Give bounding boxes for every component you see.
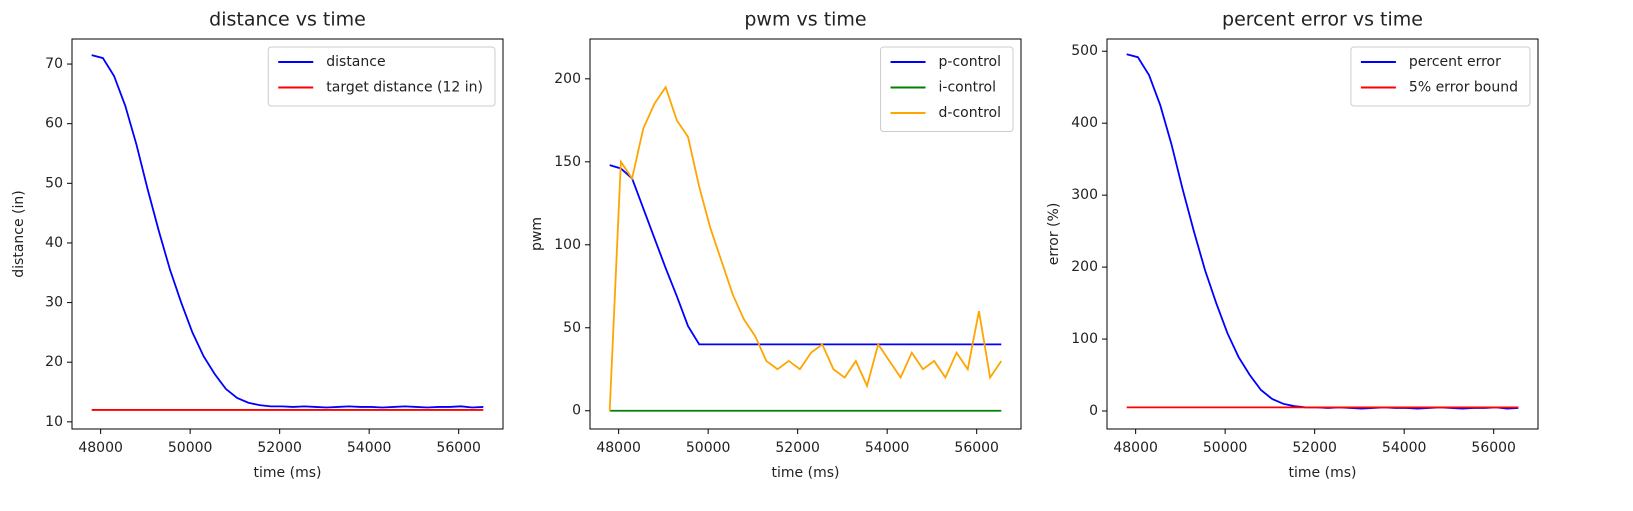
x-tick-label: 54000: [1382, 440, 1427, 456]
legend-label: percent error: [1409, 54, 1501, 70]
x-axis-label: time (ms): [254, 465, 322, 481]
y-tick-label: 400: [1071, 115, 1098, 131]
y-axis-label: error (%): [1046, 203, 1062, 266]
y-tick-label: 70: [45, 56, 63, 72]
legend-label: distance: [326, 54, 385, 70]
y-tick-label: 500: [1071, 43, 1098, 59]
legend-box: [880, 46, 1014, 132]
subplot: percent error vs time time (ms) error (%) 4…: [1046, 9, 1539, 481]
plot-frame: [71, 38, 504, 430]
x-tick-label: 50000: [168, 440, 213, 456]
x-tick-label: 50000: [1203, 440, 1248, 456]
y-tick-label: 150: [554, 154, 581, 170]
y-tick-label: 30: [45, 295, 63, 311]
x-tick-label: 52000: [257, 440, 302, 456]
legend-label: i-control: [939, 80, 996, 96]
data-line: [1126, 53, 1519, 410]
chart-title: distance vs time: [209, 9, 366, 31]
y-tick-label: 50: [563, 320, 581, 336]
y-tick-label: 0: [1089, 403, 1098, 419]
x-tick-label: 50000: [686, 440, 731, 456]
x-tick-label: 52000: [775, 440, 820, 456]
legend: distance target distance (12 in): [267, 46, 496, 107]
legend: percent error 5% error bound: [1350, 46, 1531, 107]
y-tick-label: 200: [1071, 259, 1098, 275]
subplot: pwm vs time time (ms) pwm 48000 50000 52000 54…: [529, 9, 1022, 481]
subplot: distance vs time time (ms) distance (in) 48…: [11, 9, 504, 481]
chart-title: percent error vs time: [1222, 9, 1423, 31]
legend-label: d-control: [939, 105, 1001, 121]
legend-label: 5% error bound: [1409, 80, 1518, 96]
data-line: [609, 164, 1002, 346]
y-tick-label: 60: [45, 116, 63, 132]
x-tick-label: 54000: [347, 440, 392, 456]
y-tick-label: 100: [1071, 331, 1098, 347]
data-line: [608, 85, 1003, 411]
x-tick-label: 48000: [78, 440, 123, 456]
data-line: [91, 54, 484, 409]
x-tick-label: 48000: [1113, 440, 1158, 456]
x-tick-label: 56000: [436, 440, 481, 456]
chart-title: pwm vs time: [744, 9, 866, 31]
x-tick-label: 54000: [865, 440, 910, 456]
x-axis-label: time (ms): [772, 465, 840, 481]
y-tick-label: 100: [554, 237, 581, 253]
legend: p-control i-control d-control: [880, 46, 1014, 132]
y-tick-label: 50: [45, 175, 63, 191]
y-tick-label: 300: [1071, 187, 1098, 203]
x-axis-label: time (ms): [1289, 465, 1357, 481]
x-tick-label: 52000: [1292, 440, 1337, 456]
plot-frame: [589, 38, 1022, 430]
y-axis-label: distance (in): [11, 190, 27, 277]
plot-frame: [1106, 38, 1539, 430]
y-tick-label: 10: [45, 414, 63, 430]
x-tick-label: 56000: [1471, 440, 1516, 456]
x-tick-label: 48000: [596, 440, 641, 456]
y-tick-label: 20: [45, 354, 63, 370]
legend-label: target distance (12 in): [326, 80, 483, 96]
legend-box: [267, 46, 496, 107]
x-tick-label: 56000: [954, 440, 999, 456]
y-tick-label: 40: [45, 235, 63, 251]
legend-label: p-control: [939, 54, 1001, 70]
y-tick-label: 0: [572, 403, 581, 419]
y-tick-label: 200: [554, 71, 581, 87]
y-axis-label: pwm: [529, 217, 545, 251]
